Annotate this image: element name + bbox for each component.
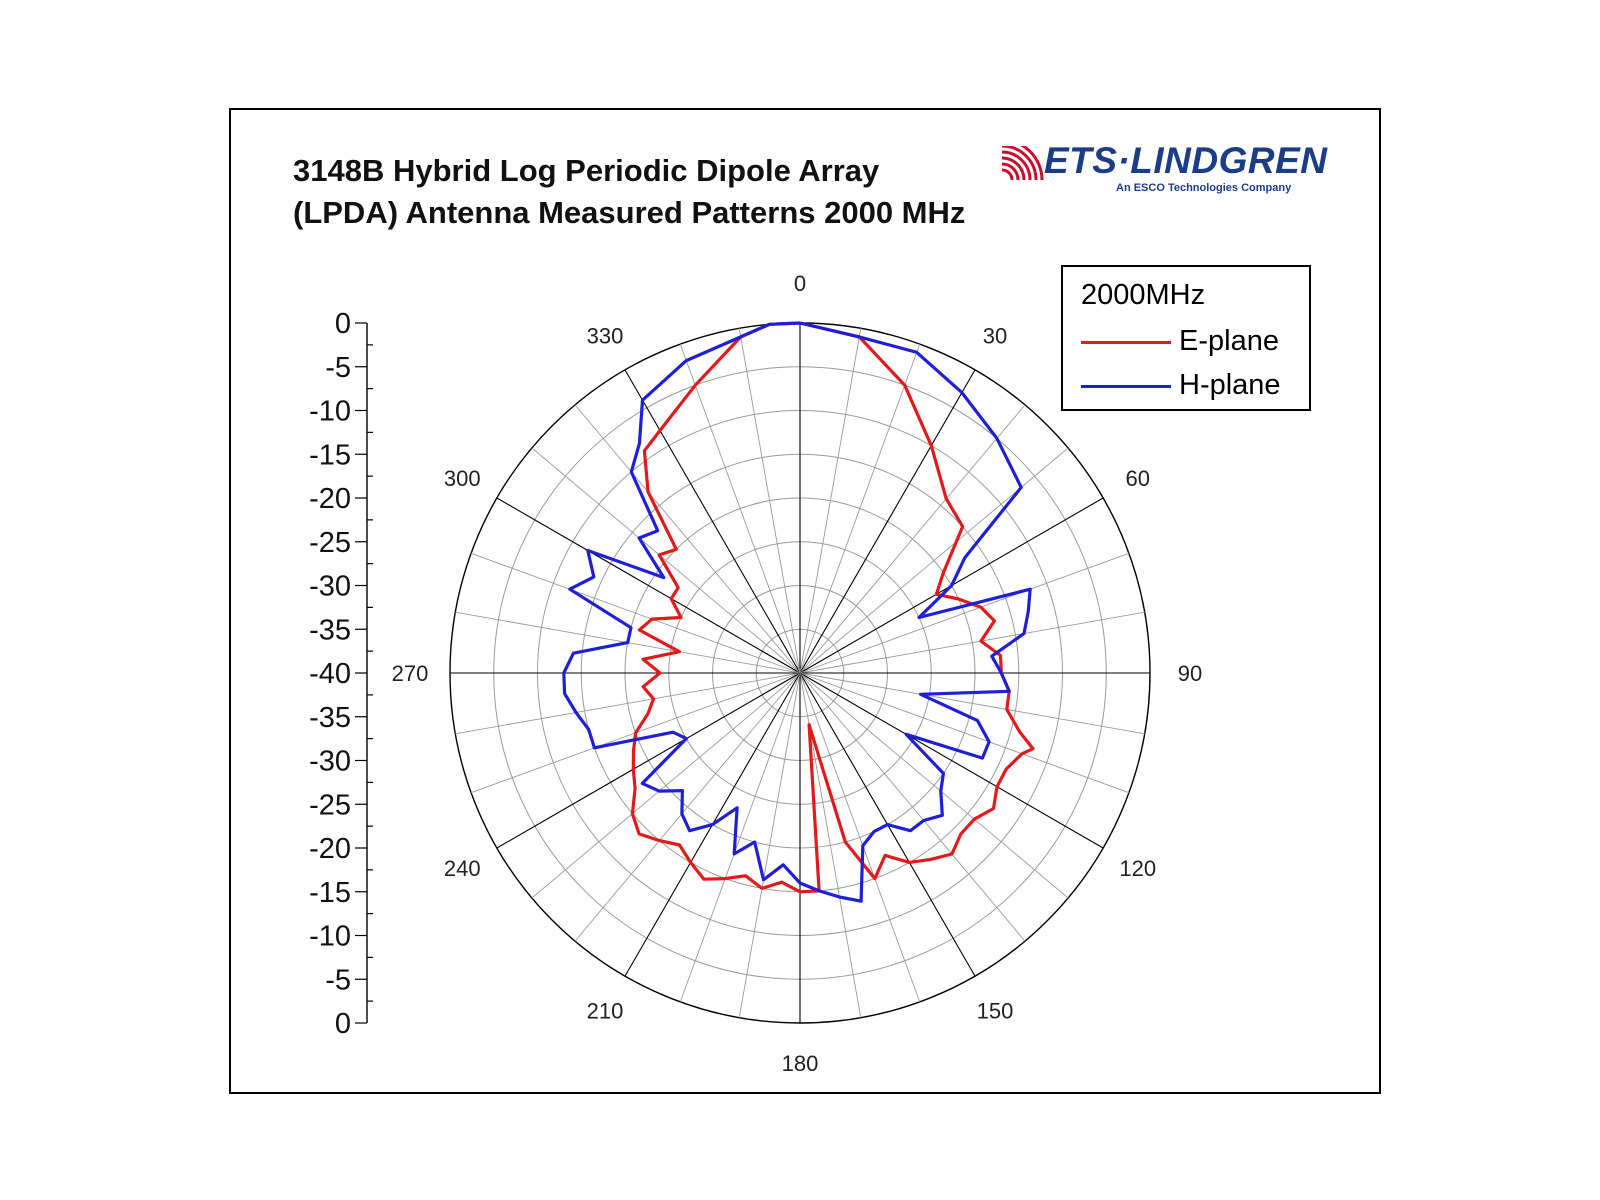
polar-spoke-minor bbox=[470, 552, 801, 674]
angle-label: 30 bbox=[983, 323, 1007, 348]
polar-spoke-minor bbox=[799, 447, 1069, 674]
angle-label: 0 bbox=[794, 271, 806, 296]
angle-label: 60 bbox=[1126, 466, 1150, 491]
legend-item-h-plane: H-plane bbox=[1081, 369, 1306, 403]
angle-label: 180 bbox=[782, 1051, 819, 1076]
angle-label: 300 bbox=[444, 466, 481, 491]
angle-label: 150 bbox=[977, 999, 1014, 1024]
polar-spoke-minor bbox=[738, 672, 801, 1018]
angle-label: 330 bbox=[587, 323, 624, 348]
logo-waves-icon bbox=[1001, 146, 1044, 181]
scale-tick-label: -20 bbox=[309, 833, 351, 865]
scale-tick-label: -30 bbox=[309, 746, 351, 778]
company-logo: ETS·LINDGREN An ESCO Technologies Compan… bbox=[998, 140, 1327, 202]
angle-label: 90 bbox=[1178, 661, 1202, 686]
scale-tick-label: -5 bbox=[325, 964, 351, 996]
scale-tick-label: -30 bbox=[309, 571, 351, 603]
polar-spoke-minor bbox=[531, 672, 801, 899]
angle-label: 210 bbox=[587, 999, 624, 1024]
polar-spoke-major bbox=[624, 369, 801, 674]
legend-item-e-plane: E-plane bbox=[1081, 325, 1306, 359]
polar-spoke-minor bbox=[799, 552, 1130, 674]
legend-swatch-h-plane bbox=[1081, 385, 1171, 388]
logo-wave-arc bbox=[1019, 146, 1044, 181]
polar-spoke-minor bbox=[455, 672, 801, 735]
polar-spoke-major bbox=[496, 497, 801, 674]
angle-label: 270 bbox=[392, 661, 429, 686]
polar-spoke-minor bbox=[799, 672, 1145, 735]
polar-spoke-minor bbox=[738, 328, 801, 674]
logo-wave-arc bbox=[1001, 150, 1032, 181]
chart-title-line-2: (LPDA) Antenna Measured Patterns 2000 MH… bbox=[293, 195, 966, 230]
polar-spoke-minor bbox=[799, 343, 921, 674]
logo-wordmark: ETS·LINDGREN bbox=[1044, 140, 1328, 181]
scale-tick-label: -20 bbox=[309, 483, 351, 515]
scale-tick-label: -40 bbox=[309, 658, 351, 690]
chart-title: 3148B Hybrid Log Periodic Dipole Array (… bbox=[293, 150, 965, 234]
scale-tick-label: -10 bbox=[309, 921, 351, 953]
scale-tick-label: -15 bbox=[309, 877, 351, 909]
chart-legend: 2000MHz E-plane H-plane bbox=[1061, 265, 1311, 411]
polar-spoke-minor bbox=[679, 343, 801, 674]
legend-label-e-plane: E-plane bbox=[1179, 325, 1279, 357]
logo-wave-arc bbox=[1001, 162, 1020, 181]
angle-label: 240 bbox=[444, 856, 481, 881]
polar-spoke-minor bbox=[574, 672, 801, 942]
scale-tick-label: -10 bbox=[309, 396, 351, 428]
chart-title-line-1: 3148B Hybrid Log Periodic Dipole Array bbox=[293, 153, 880, 188]
polar-spoke-minor bbox=[679, 672, 801, 1003]
logo-tagline: An ESCO Technologies Company bbox=[1116, 182, 1292, 194]
legend-swatch-e-plane bbox=[1081, 341, 1171, 344]
scale-tick-label: -35 bbox=[309, 614, 351, 646]
polar-spoke-minor bbox=[799, 672, 1069, 899]
polar-spoke-major bbox=[799, 672, 1104, 849]
polar-spoke-minor bbox=[799, 404, 1026, 674]
logo-wave-arc bbox=[1001, 146, 1038, 181]
logo-wave-arc bbox=[1001, 168, 1014, 181]
polar-spoke-minor bbox=[574, 404, 801, 674]
scale-tick-label: -25 bbox=[309, 789, 351, 821]
polar-spoke-minor bbox=[799, 672, 1026, 942]
polar-spoke-major bbox=[799, 369, 976, 674]
legend-title: 2000MHz bbox=[1081, 279, 1206, 311]
scale-tick-label: 0 bbox=[335, 1008, 351, 1040]
series-e-plane bbox=[630, 321, 1035, 894]
scale-tick-label: -25 bbox=[309, 527, 351, 559]
scale-tick-label: -5 bbox=[325, 352, 351, 384]
series-h-plane bbox=[562, 321, 1032, 903]
polar-spoke-minor bbox=[799, 328, 862, 674]
polar-spoke-major bbox=[496, 672, 801, 849]
scale-tick-label: -15 bbox=[309, 439, 351, 471]
polar-spoke-minor bbox=[799, 611, 1145, 674]
legend-label-h-plane: H-plane bbox=[1179, 369, 1281, 401]
angle-label: 120 bbox=[1119, 856, 1156, 881]
logo-wave-arc bbox=[1001, 156, 1026, 181]
polar-spoke-minor bbox=[799, 672, 921, 1003]
scale-tick-label: -35 bbox=[309, 702, 351, 734]
polar-spoke-minor bbox=[531, 447, 801, 674]
scale-tick-label: 0 bbox=[335, 308, 351, 340]
polar-spoke-minor bbox=[799, 672, 1130, 794]
